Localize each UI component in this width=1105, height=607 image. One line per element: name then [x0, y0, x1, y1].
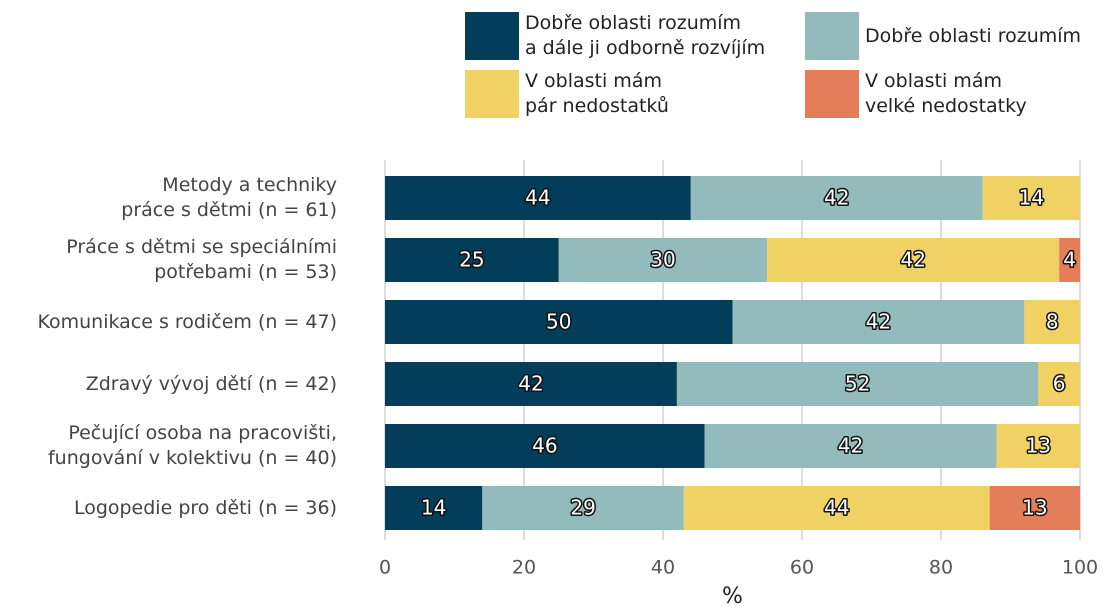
legend-swatch [805, 12, 859, 60]
bar-segment [732, 300, 1025, 344]
bar-segment [676, 362, 1039, 406]
bar-segment [385, 486, 483, 530]
y-tick-label: Zdravý vývoj dětí (n = 42) [85, 372, 337, 395]
bar-segment [704, 424, 997, 468]
data-label: 42 [838, 434, 863, 458]
data-label: 6 [1053, 372, 1066, 396]
x-tick-label: 80 [929, 557, 953, 579]
x-tick-label: 60 [790, 557, 814, 579]
data-label: 52 [845, 372, 870, 396]
bar-segment [767, 238, 1060, 282]
bar-segment [996, 424, 1080, 468]
x-tick-label: 40 [651, 557, 675, 579]
legend-label: Dobře oblasti rozumím [865, 24, 1082, 47]
y-tick-label: Práce s dětmi se speciálními potřebami (… [66, 236, 337, 283]
bar-segment [690, 176, 983, 220]
data-label: 14 [1019, 186, 1044, 210]
bar-segment [1024, 300, 1080, 344]
y-tick-label: Logopedie pro děti (n = 36) [73, 496, 337, 519]
data-label: 8 [1046, 310, 1059, 334]
bar-segment [1038, 362, 1080, 406]
bar-segment [982, 176, 1080, 220]
x-axis-title: % [722, 584, 743, 607]
legend-swatch [805, 70, 859, 118]
legend-swatch [465, 12, 519, 60]
bar-segment [385, 362, 677, 406]
data-label: 13 [1022, 496, 1047, 520]
x-tick-label: 20 [512, 557, 536, 579]
bar-segment [385, 300, 733, 344]
bar-segment [1059, 238, 1080, 282]
data-label: 30 [650, 248, 675, 272]
data-label: 42 [900, 248, 925, 272]
data-label: 42 [518, 372, 543, 396]
bar-segment [989, 486, 1080, 530]
bar-segment [482, 486, 684, 530]
data-label: 42 [866, 310, 891, 334]
data-label: 29 [570, 496, 595, 520]
legend-swatch [465, 70, 519, 118]
y-tick-label: Komunikace s rodičem (n = 47) [37, 310, 337, 333]
data-label: 13 [1026, 434, 1051, 458]
legend-label: Dobře oblasti rozumím a dále ji odborně … [525, 12, 766, 59]
data-label: 50 [546, 310, 571, 334]
data-label: 44 [525, 186, 550, 210]
legend-label: V oblasti mám velké nedostatky [865, 70, 1027, 117]
data-label: 42 [824, 186, 849, 210]
data-label: 25 [459, 248, 484, 272]
data-label: 46 [532, 434, 557, 458]
y-tick-label: Pečující osoba na pracovišti, fungování … [47, 422, 337, 469]
bar-segment [385, 424, 705, 468]
bar-segment [558, 238, 768, 282]
data-label: 44 [824, 496, 849, 520]
legend-label: V oblasti mám pár nedostatků [525, 70, 669, 117]
y-tick-label: Metody a techniky práce s dětmi (n = 61) [121, 174, 337, 221]
bar-segment [385, 238, 559, 282]
data-label: 14 [421, 496, 446, 520]
x-tick-label: 100 [1062, 557, 1098, 579]
bar-segment [683, 486, 990, 530]
x-tick-label: 0 [379, 557, 391, 579]
bar-segment [385, 176, 691, 220]
data-label: 4 [1063, 248, 1076, 272]
